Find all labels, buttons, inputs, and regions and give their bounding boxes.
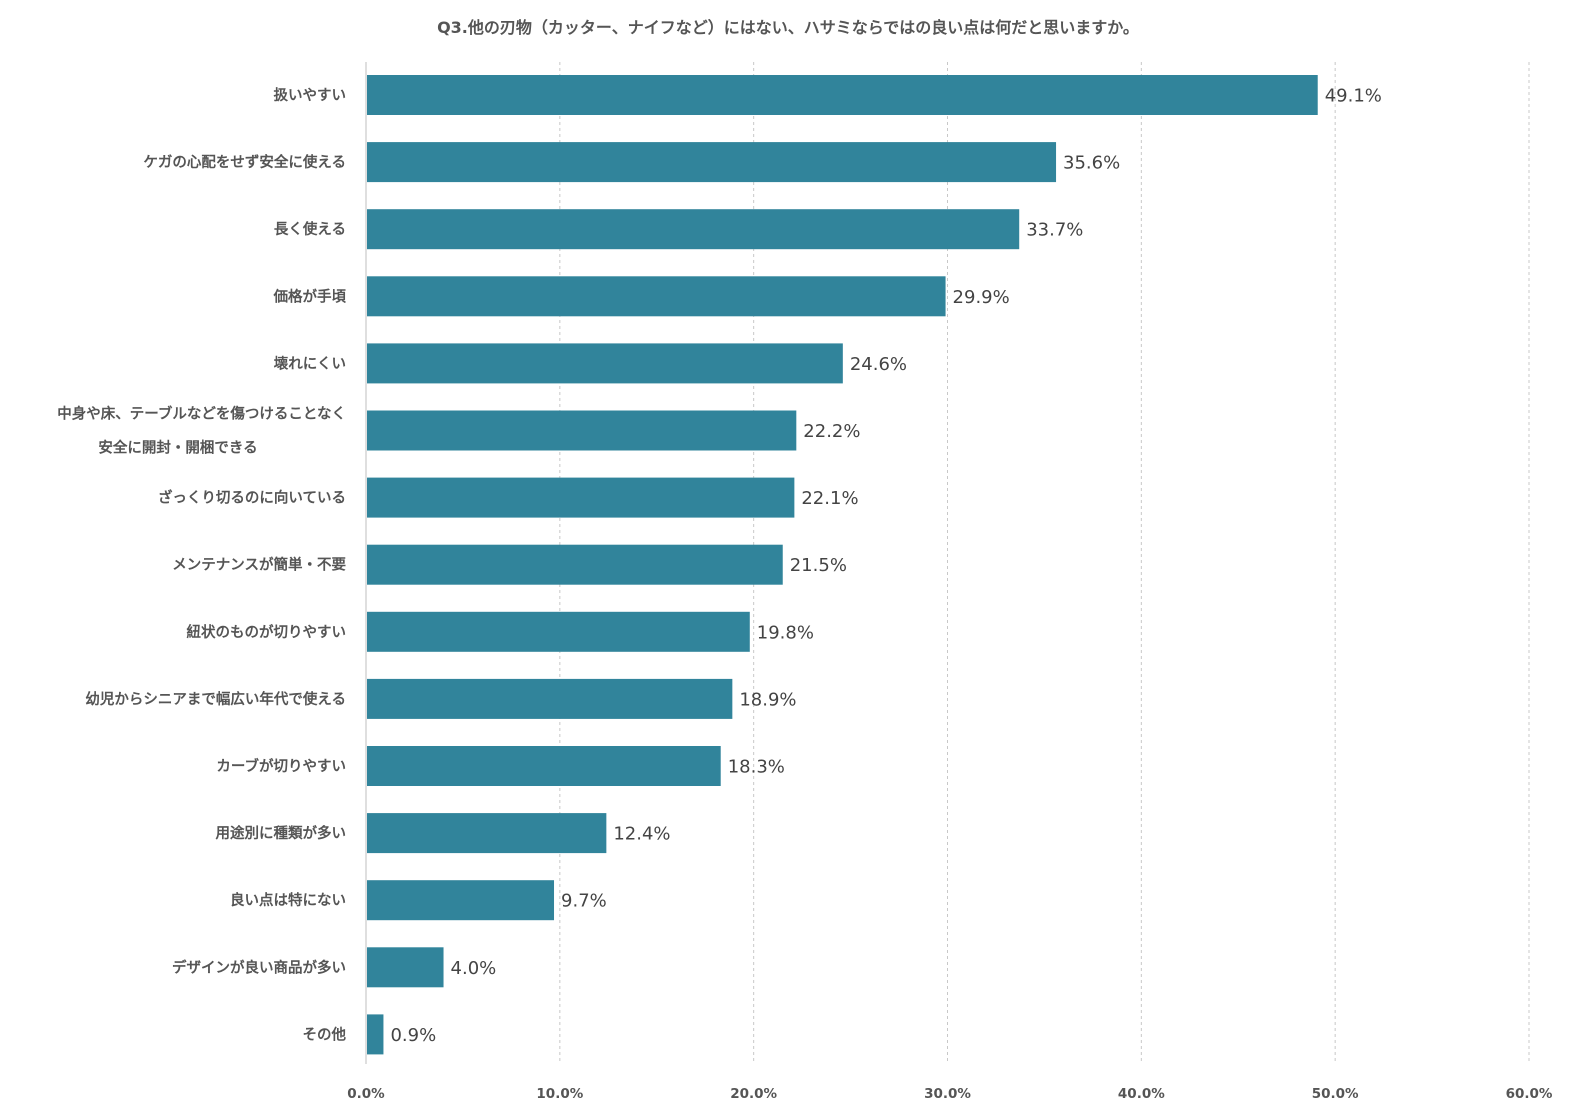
category-label: 価格が手頃 (273, 287, 347, 305)
category-label: 用途別に種類が多い (216, 824, 347, 842)
bar (367, 947, 444, 988)
data-label: 49.1% (1325, 86, 1382, 107)
bar (367, 75, 1318, 115)
bar (367, 1014, 384, 1055)
category-label: 安全に開封・開梱できる (98, 439, 257, 457)
category-label: カーブが切りやすい (216, 757, 346, 775)
data-label: 9.7% (561, 891, 607, 912)
x-tick-label: 10.0% (536, 1086, 583, 1102)
category-label: 中身や床、テーブルなどを傷つけることなく (57, 405, 346, 423)
bar (367, 410, 797, 451)
bar (367, 544, 783, 585)
data-label: 18.9% (739, 689, 796, 710)
x-tick-label: 30.0% (924, 1086, 971, 1102)
bar (367, 276, 946, 317)
value-labels: 49.1% 35.6% 33.7% 29.9% 24.6% 22.2% 22.1% 21.5%… (390, 86, 1381, 1046)
category-labels: 扱いやすいケガの心配をせず安全に使える長く使える価格が手頃壊れにくい中身や床、テ… (57, 86, 346, 1043)
data-label: 18.3% (728, 757, 785, 778)
data-label: 33.7% (1026, 220, 1083, 241)
bar (367, 477, 795, 518)
bar (367, 813, 607, 854)
data-label: 21.5% (790, 555, 847, 576)
data-label: 12.4% (613, 824, 670, 845)
x-tick-label: 0.0% (347, 1086, 385, 1102)
bar (367, 142, 1057, 183)
data-label: 35.6% (1063, 153, 1120, 174)
bar (367, 880, 555, 921)
data-label: 4.0% (451, 958, 497, 979)
bar (367, 611, 750, 652)
bars (367, 75, 1318, 1055)
data-label: 0.9% (390, 1025, 436, 1046)
bar (367, 343, 843, 384)
data-label: 24.6% (850, 354, 907, 375)
x-tick-label: 40.0% (1118, 1086, 1165, 1102)
data-label: 19.8% (757, 622, 814, 643)
category-label: デザインが良い商品が多い (172, 958, 346, 976)
category-label: ケガの心配をせず安全に使える (143, 153, 346, 171)
category-label: 壊れにくい (274, 355, 346, 372)
x-tick-label: 50.0% (1312, 1086, 1359, 1102)
x-tick-labels: 0.0% 10.0% 20.0% 30.0% 40.0% 50.0% 60.0% (347, 1086, 1553, 1102)
category-label: 長く使える (274, 220, 346, 238)
data-label: 29.9% (953, 287, 1010, 308)
bar (367, 678, 733, 719)
category-label: メンテナンスが簡単・不要 (172, 556, 346, 574)
category-label: 紐状のものが切りやすい (187, 623, 347, 641)
data-label: 22.1% (801, 488, 858, 509)
category-label: 幼児からシニアまで幅広い年代で使える (85, 690, 346, 708)
category-label: ざっくり切るのに向いている (158, 489, 346, 507)
bar (367, 209, 1020, 250)
x-tick-label: 60.0% (1506, 1086, 1553, 1102)
bar (367, 746, 721, 786)
grid-lines (365, 62, 1530, 1064)
category-label: 扱いやすい (274, 86, 347, 104)
category-label: 良い点は特にない (230, 891, 346, 909)
x-tick-label: 20.0% (730, 1086, 777, 1102)
category-label: その他 (303, 1025, 347, 1043)
data-label: 22.2% (803, 421, 860, 442)
chart-title: Q3.他の刃物（カッター、ナイフなど）にはない、ハサミならではの良い点は何だと思… (437, 18, 1139, 37)
